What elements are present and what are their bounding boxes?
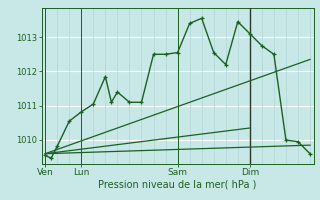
X-axis label: Pression niveau de la mer( hPa ): Pression niveau de la mer( hPa ) (99, 180, 257, 190)
